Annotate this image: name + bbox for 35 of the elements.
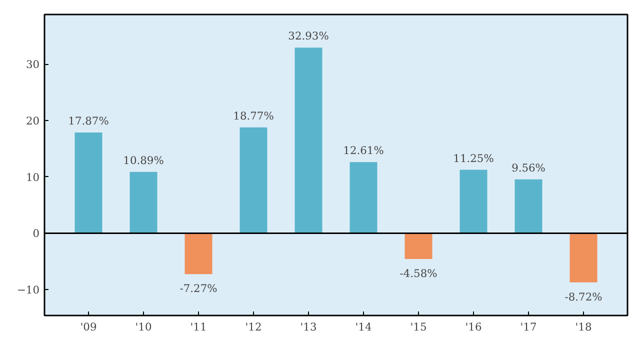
bar <box>240 127 268 234</box>
x-tick-label: '09 <box>80 320 97 334</box>
x-tick-label: '14 <box>355 320 372 334</box>
data-label: 18.77% <box>233 109 274 122</box>
data-label: -7.27% <box>180 282 218 296</box>
x-tick-label: '12 <box>245 320 262 334</box>
bar <box>404 233 432 260</box>
bar <box>350 162 378 234</box>
x-tick-label: '10 <box>135 320 152 334</box>
y-tick-label: 30 <box>26 58 40 72</box>
x-tick-label: '11 <box>190 320 207 334</box>
y-tick-label: 20 <box>26 114 40 128</box>
data-label: -4.58% <box>400 267 438 280</box>
data-label: 10.89% <box>123 154 164 167</box>
bar <box>570 233 598 282</box>
data-label: 12.61% <box>343 144 384 158</box>
data-label: -8.72% <box>564 290 602 304</box>
y-tick-label: 0 <box>32 227 40 240</box>
bar <box>130 172 158 234</box>
x-tick-label: '18 <box>575 320 592 334</box>
bar <box>74 132 102 234</box>
x-tick-label: '15 <box>410 320 427 334</box>
y-tick-label: −10 <box>17 284 40 297</box>
bar <box>514 179 542 234</box>
x-tick-label: '17 <box>520 320 537 334</box>
bar <box>184 233 212 274</box>
data-label: 9.56% <box>512 161 546 174</box>
data-label: 32.93% <box>288 30 329 43</box>
y-tick-label: 10 <box>26 170 40 184</box>
bar <box>460 170 488 234</box>
x-tick-label: '16 <box>465 320 482 334</box>
x-tick-label: '13 <box>300 320 317 334</box>
data-label: 17.87% <box>68 114 109 128</box>
bar <box>294 48 322 234</box>
data-label: 11.25% <box>453 152 494 165</box>
